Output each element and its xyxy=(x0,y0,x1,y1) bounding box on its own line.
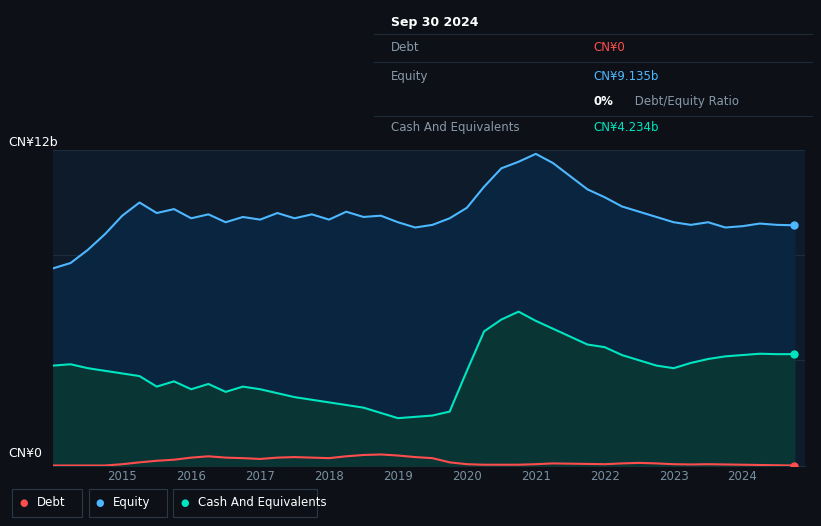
Text: ●: ● xyxy=(96,498,104,508)
Text: CN¥0: CN¥0 xyxy=(8,447,42,460)
Text: Cash And Equivalents: Cash And Equivalents xyxy=(391,122,520,134)
Text: 0%: 0% xyxy=(594,96,613,108)
Text: ●: ● xyxy=(181,498,189,508)
Text: CN¥0: CN¥0 xyxy=(594,42,625,54)
Text: CN¥4.234b: CN¥4.234b xyxy=(594,122,658,134)
Text: Sep 30 2024: Sep 30 2024 xyxy=(391,16,479,28)
Text: Debt/Equity Ratio: Debt/Equity Ratio xyxy=(631,96,739,108)
Text: CN¥12b: CN¥12b xyxy=(8,136,57,149)
Text: ●: ● xyxy=(20,498,28,508)
Text: Equity: Equity xyxy=(113,497,151,509)
Text: Equity: Equity xyxy=(391,69,429,83)
Text: Debt: Debt xyxy=(391,42,420,54)
Text: Cash And Equivalents: Cash And Equivalents xyxy=(198,497,327,509)
Text: Debt: Debt xyxy=(37,497,66,509)
Text: CN¥9.135b: CN¥9.135b xyxy=(594,69,658,83)
